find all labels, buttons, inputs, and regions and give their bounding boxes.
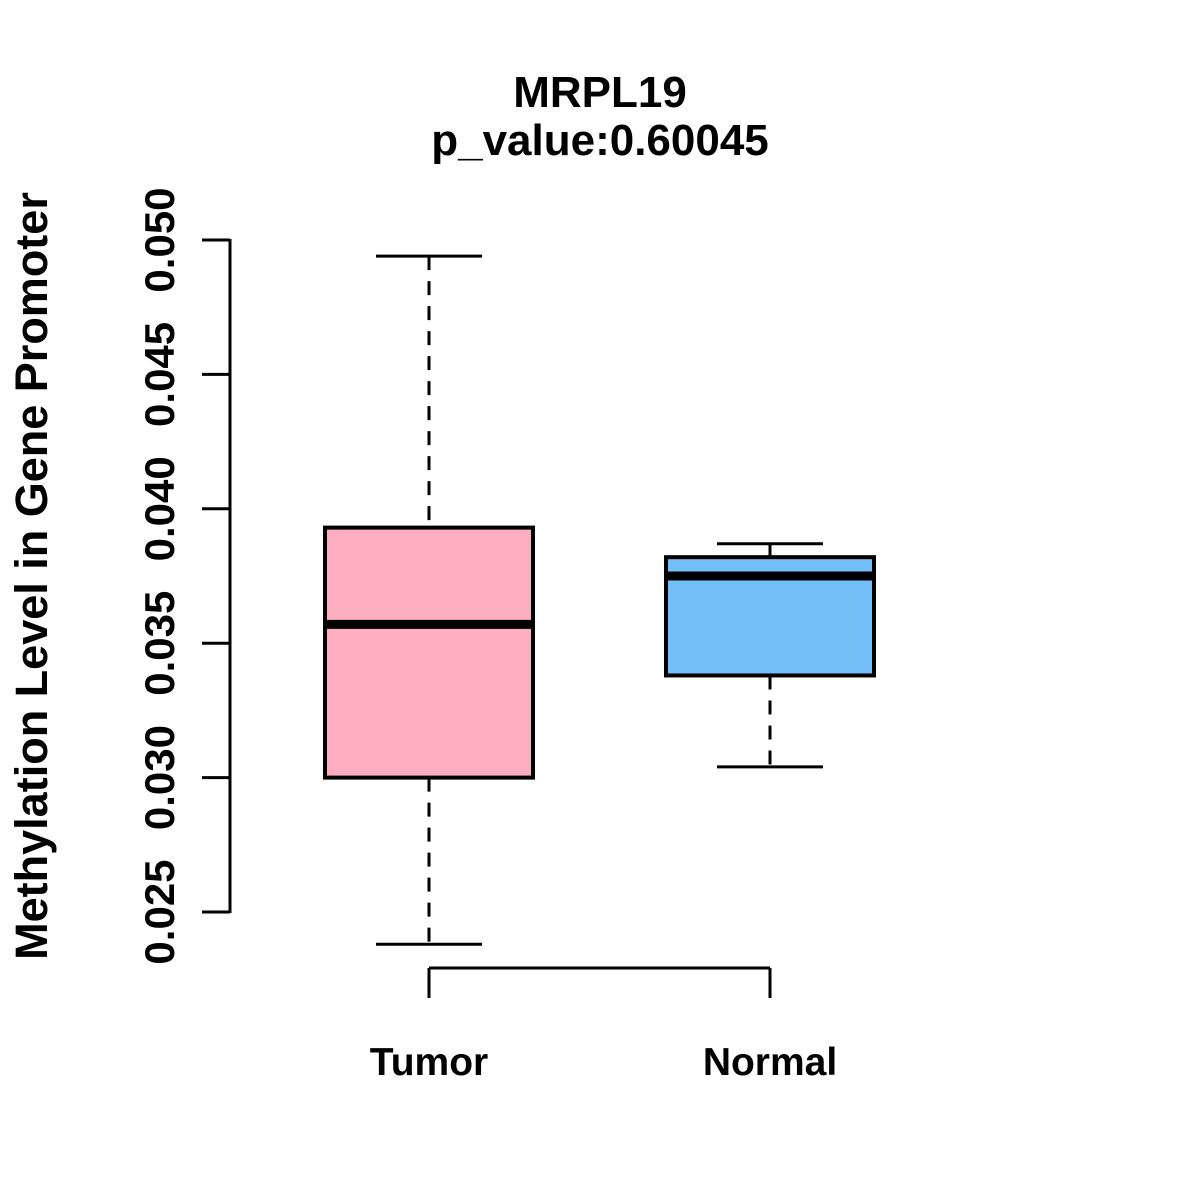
y-axis-tick-label: 0.025 (136, 859, 183, 964)
y-axis-tick-label: 0.050 (136, 187, 183, 292)
y-axis-tick-label: 0.035 (136, 591, 183, 696)
y-axis-title: Methylation Level in Gene Promoter (6, 192, 57, 960)
x-axis-label-tumor: Tumor (370, 1041, 488, 1084)
y-axis-tick-label: 0.045 (136, 322, 183, 427)
chart-subtitle: p_value:0.60045 (431, 116, 769, 165)
box-tumor (323, 525, 535, 780)
chart-title: MRPL19 (513, 68, 687, 117)
y-axis-tick-label: 0.040 (136, 456, 183, 561)
y-axis-tick-label: 0.030 (136, 725, 183, 830)
chart-title-block: MRPL19 p_value:0.60045 (200, 69, 1000, 165)
x-axis-label-normal: Normal (703, 1041, 837, 1084)
